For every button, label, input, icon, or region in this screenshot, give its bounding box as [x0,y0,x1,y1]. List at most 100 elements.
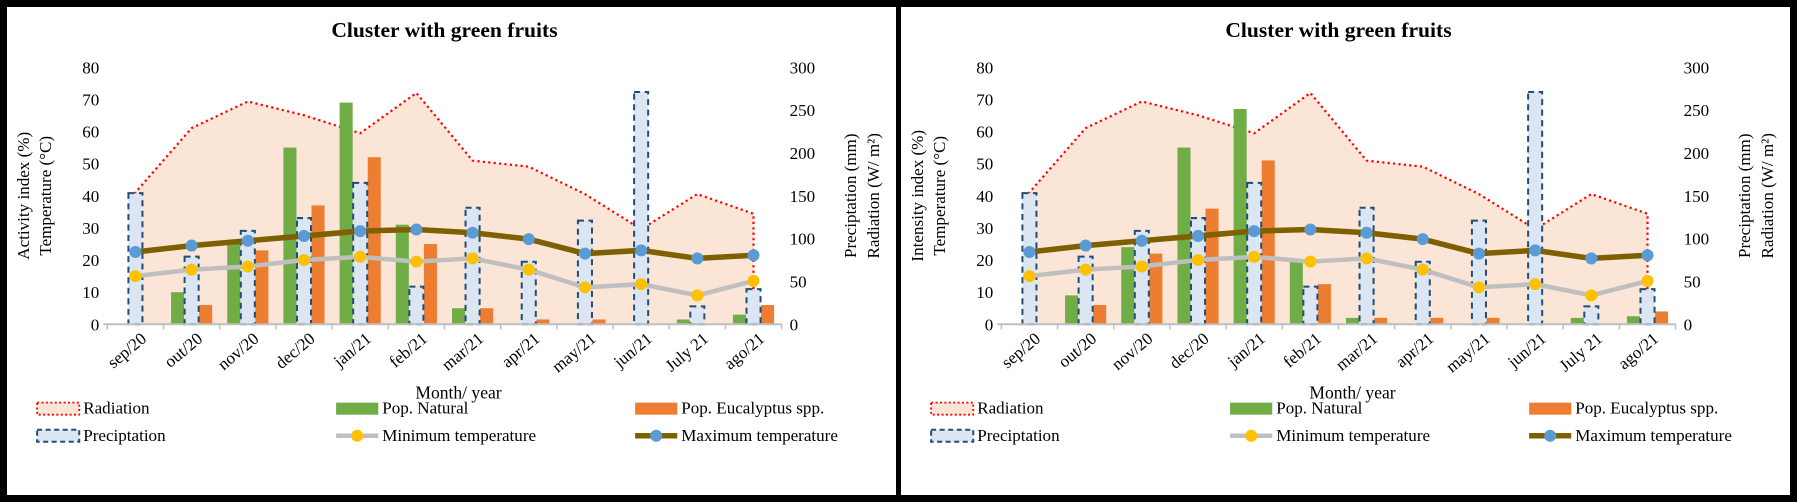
legend-label: Maximum temperature [681,426,838,445]
x-tick-label: apr/21 [498,329,544,372]
min-temp-marker [1079,263,1092,276]
x-tick-label: jan/21 [329,329,375,372]
min-temp-marker [1360,252,1373,265]
min-temp-marker [1248,250,1261,263]
precipitation-bar [1639,288,1656,326]
x-tick-label: apr/21 [1392,329,1438,372]
y-axis-label-right: Preciptation (mm) [841,133,860,258]
precipitation-bar [1583,305,1600,326]
max-temp-line [132,226,757,262]
pop-eucalyptus-bar [1093,305,1107,325]
legend-swatch-pop-natural [336,402,379,415]
precipitation-bar [239,229,256,326]
chart-title: Cluster with green fruits [331,18,557,42]
x-tick-label: out/20 [1055,329,1101,372]
y-tick-label-left: 10 [976,283,993,302]
precipitation-bar [520,260,537,326]
max-temp-marker [1023,245,1036,259]
legend-swatch-pop-eucalyptus [635,402,678,415]
x-tick-label: nov/20 [214,329,262,374]
legend-label: Pop. Natural [382,399,468,418]
legend-swatch-max-temp-marker [650,429,663,442]
pop-eucalyptus-bar [1205,208,1219,325]
precipitation-bar [576,219,593,326]
pop-natural-bar [1233,109,1247,325]
pop-eucalyptus-bar [423,243,437,325]
min-temp-marker [578,281,591,294]
max-temp-marker [297,229,311,242]
y-tick-label-left: 40 [976,187,993,206]
y-tick-label-left: 10 [82,283,99,302]
y-tick-label-left: 50 [976,155,993,174]
min-temp-marker [1304,255,1317,268]
min-temp-marker [1135,260,1148,273]
y-tick-label-left: 70 [82,90,99,109]
y-tick-label-left: 0 [985,315,994,334]
y-tick-label-left: 80 [82,58,99,77]
x-tick-label: sep/20 [104,329,150,372]
y-axis-label-right: Radiation (W/ m²) [864,133,883,258]
max-temp-marker [635,244,648,257]
pop-natural-bar [1289,260,1303,325]
min-temp-marker [691,289,704,302]
max-temp-marker [466,226,479,239]
max-temp-marker [1248,225,1261,238]
pop-eucalyptus-bar [1149,253,1163,325]
min-temp-marker [1529,278,1542,291]
x-tick-label: dec/20 [272,329,319,373]
x-tick-label: sep/20 [998,329,1044,372]
min-temp-marker [1023,270,1036,283]
max-temp-marker [185,239,198,252]
y-tick-label-left: 60 [82,123,99,142]
legend-label: Pop. Eucalyptus spp. [681,399,824,418]
x-axis-label: Month/ year [415,383,501,403]
legend-swatch-max-temp-marker [1544,429,1557,442]
x-tick-label: July 21 [1556,329,1606,376]
min-temp-marker [747,274,760,287]
y-tick-label-left: 20 [976,251,993,270]
y-axis-label-left: Intensity index (%) [908,130,927,262]
min-temp-marker [185,263,198,276]
max-temp-marker [1304,223,1317,236]
y-tick-label-right: 150 [1684,187,1710,206]
pop-eucalyptus-bar [761,305,775,325]
max-temp-line [1026,226,1651,262]
min-temp-line [1027,254,1650,298]
max-temp-marker [1641,249,1654,262]
y-tick-label-left: 60 [976,123,993,142]
x-tick-label: jan/21 [1223,329,1269,372]
y-tick-label-right: 250 [1684,101,1710,120]
min-temp-marker [129,270,142,283]
precipitation-bar [745,288,762,326]
x-tick-label: feb/21 [1279,329,1325,372]
y-tick-label-left: 20 [82,251,99,270]
precipitation-bar [408,285,425,326]
min-temp-marker [1641,274,1654,287]
precipitation-bar [1021,192,1038,326]
pop-natural-bar [676,319,690,325]
pop-natural-bar [1065,295,1079,325]
activity-index-chart: 80706050403020100300250200150100500sep/2… [14,18,883,445]
x-tick-label: July 21 [662,329,712,376]
precipitation-bar [1302,285,1319,326]
pop-eucalyptus-bar [1430,317,1444,325]
min-temp-marker [1191,254,1205,267]
min-temp-marker [522,263,535,276]
y-tick-label-right: 300 [790,58,816,77]
precipitation-bar [1470,219,1487,326]
min-temp-marker [635,278,648,291]
pop-eucalyptus-bar [592,319,606,325]
precipitation-bar [1358,206,1375,326]
y-tick-label-left: 80 [976,58,993,77]
chart-panel-right: 80 70 60 50 40 30 20 10 0 300 250 200 150 100 50 0 sep/2… [901,7,1790,495]
legend-label: Minimum temperature [382,426,536,445]
pop-eucalyptus-bar [1374,317,1388,325]
y-tick-label-right: 100 [1684,230,1710,249]
max-temp-marker [1191,229,1205,242]
chart-title: Cluster with green fruits [1225,18,1451,42]
legend-swatch-radiation [930,401,975,416]
y-tick-label-right: 50 [1684,272,1701,291]
pop-eucalyptus-bar [199,305,213,325]
pop-natural-bar [1346,317,1360,325]
legend-swatch-precipitation [36,428,81,443]
